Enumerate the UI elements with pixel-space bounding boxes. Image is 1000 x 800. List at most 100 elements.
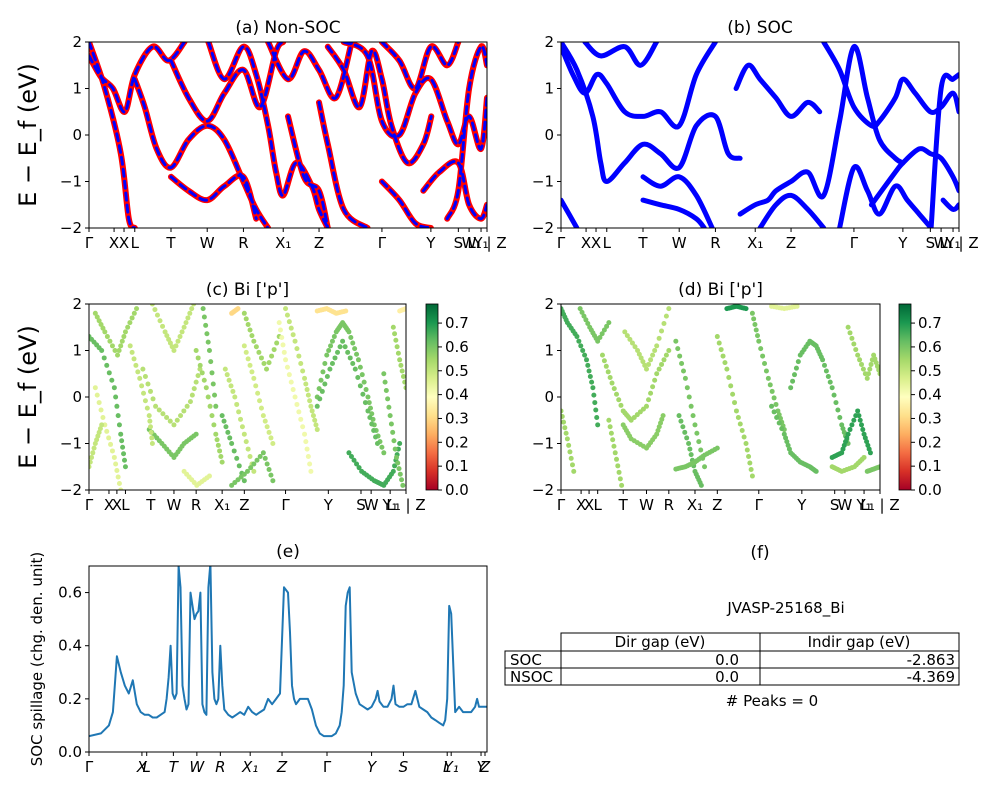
scatter-point: [203, 385, 209, 391]
scatter-point: [584, 357, 590, 363]
scatter-point: [860, 427, 866, 433]
scatter-point: [319, 388, 325, 394]
scatter-point: [300, 368, 306, 374]
scatter-point: [221, 418, 227, 424]
scatter-point: [860, 366, 866, 372]
x-tick-label: S: [926, 234, 936, 252]
x-tick-label: R: [664, 496, 674, 514]
scatter-point: [741, 434, 747, 440]
scatter-point: [361, 379, 367, 385]
scatter-point: [100, 325, 106, 331]
scatter-point: [266, 360, 272, 366]
scatter-point: [606, 417, 612, 423]
scatter-point: [175, 338, 181, 344]
scatter-point: [825, 374, 831, 380]
band-line-overlay: [89, 42, 137, 228]
scatter-point: [351, 457, 357, 463]
band-line-overlay: [286, 114, 330, 228]
colorbar-tick-label: 0.2: [918, 433, 942, 451]
x-tick-label: Y₁: [444, 758, 459, 776]
scatter-point: [571, 468, 577, 474]
scatter-point: [145, 381, 151, 387]
scatter-point: [245, 446, 251, 452]
scatter-point: [235, 306, 241, 312]
scatter-point: [322, 361, 328, 367]
scatter-point: [383, 387, 389, 393]
scatter-point: [792, 372, 798, 378]
scatter-point: [765, 375, 771, 381]
table-row-nsoc-label: NSOC: [510, 668, 553, 686]
axes-frame: [560, 303, 881, 491]
scatter-point: [751, 316, 757, 322]
scatter-point: [614, 391, 620, 397]
scatter-point: [98, 407, 104, 413]
scatter-point: [243, 439, 249, 445]
scatter-point: [688, 452, 694, 458]
x-tick-label: W: [189, 758, 205, 776]
scatter-point: [302, 375, 308, 381]
scatter-point: [856, 413, 862, 419]
scatter-point: [398, 362, 404, 368]
x-tick-label: T: [618, 496, 629, 514]
scatter-point: [595, 422, 601, 428]
scatter-point: [193, 379, 199, 385]
scatter-point: [758, 346, 764, 352]
scatter-point: [206, 348, 212, 353]
x-tick-label: Z: [276, 758, 288, 776]
panel-f: (f) JVASP-25168_Bi Dir gap (eV) Indir ga…: [504, 543, 960, 710]
scatter-point: [739, 427, 745, 433]
scatter-point: [298, 361, 304, 367]
scatter-point: [89, 464, 92, 470]
scatter-point: [666, 348, 672, 353]
scatter-point: [209, 370, 215, 376]
scatter-point: [292, 338, 298, 344]
scatter-point: [666, 306, 672, 312]
scatter-point: [185, 315, 191, 321]
scatter-point: [149, 304, 155, 307]
scatter-point: [100, 414, 106, 420]
scatter-point: [340, 338, 346, 344]
scatter-point: [586, 368, 592, 374]
axes-frame: [88, 303, 407, 491]
band-line-overlay: [169, 173, 258, 221]
scatter-point: [643, 403, 649, 409]
scatter-point: [101, 355, 107, 361]
panel-title: (b) SOC: [727, 18, 793, 38]
scatter-point: [692, 422, 698, 428]
scatter-point: [748, 467, 754, 473]
scatter-point: [582, 352, 588, 358]
scatter-point: [876, 367, 880, 373]
scatter-point: [115, 352, 121, 358]
scatter-point: [107, 338, 113, 344]
scatter-point: [261, 361, 267, 367]
scatter-point: [866, 371, 872, 377]
x-tick-label: T: [165, 234, 176, 252]
y-tick-label: 0.4: [58, 637, 82, 655]
scatter-point: [615, 463, 621, 469]
scatter-point: [779, 426, 785, 432]
scatter-point: [362, 400, 368, 406]
scatter-point: [277, 327, 283, 333]
scatter-point: [589, 379, 595, 385]
scatter-point: [236, 409, 242, 415]
scatter-point: [245, 468, 250, 474]
plot-area: [89, 566, 487, 738]
band-line-overlay: [326, 45, 433, 165]
colorbar-tick-label: 0.4: [918, 386, 942, 404]
x-tick-label: Γ: [85, 234, 94, 252]
scatter-point: [191, 386, 197, 392]
scatter-point: [207, 403, 213, 409]
scatter-point: [104, 362, 110, 368]
colorbar-tick-label: 0.0: [918, 481, 942, 499]
scatter-point: [680, 368, 686, 374]
band-line-overlay: [266, 42, 354, 100]
y-tick-label: 0.2: [58, 690, 82, 708]
scatter-point: [568, 455, 574, 461]
scatter-point: [776, 420, 782, 426]
scatter-point: [91, 445, 97, 451]
x-tick-label: L: [143, 758, 151, 776]
scatter-point: [162, 329, 168, 335]
axes-frame: [88, 565, 488, 753]
scatter-point: [300, 424, 306, 430]
scatter-point: [769, 388, 775, 394]
